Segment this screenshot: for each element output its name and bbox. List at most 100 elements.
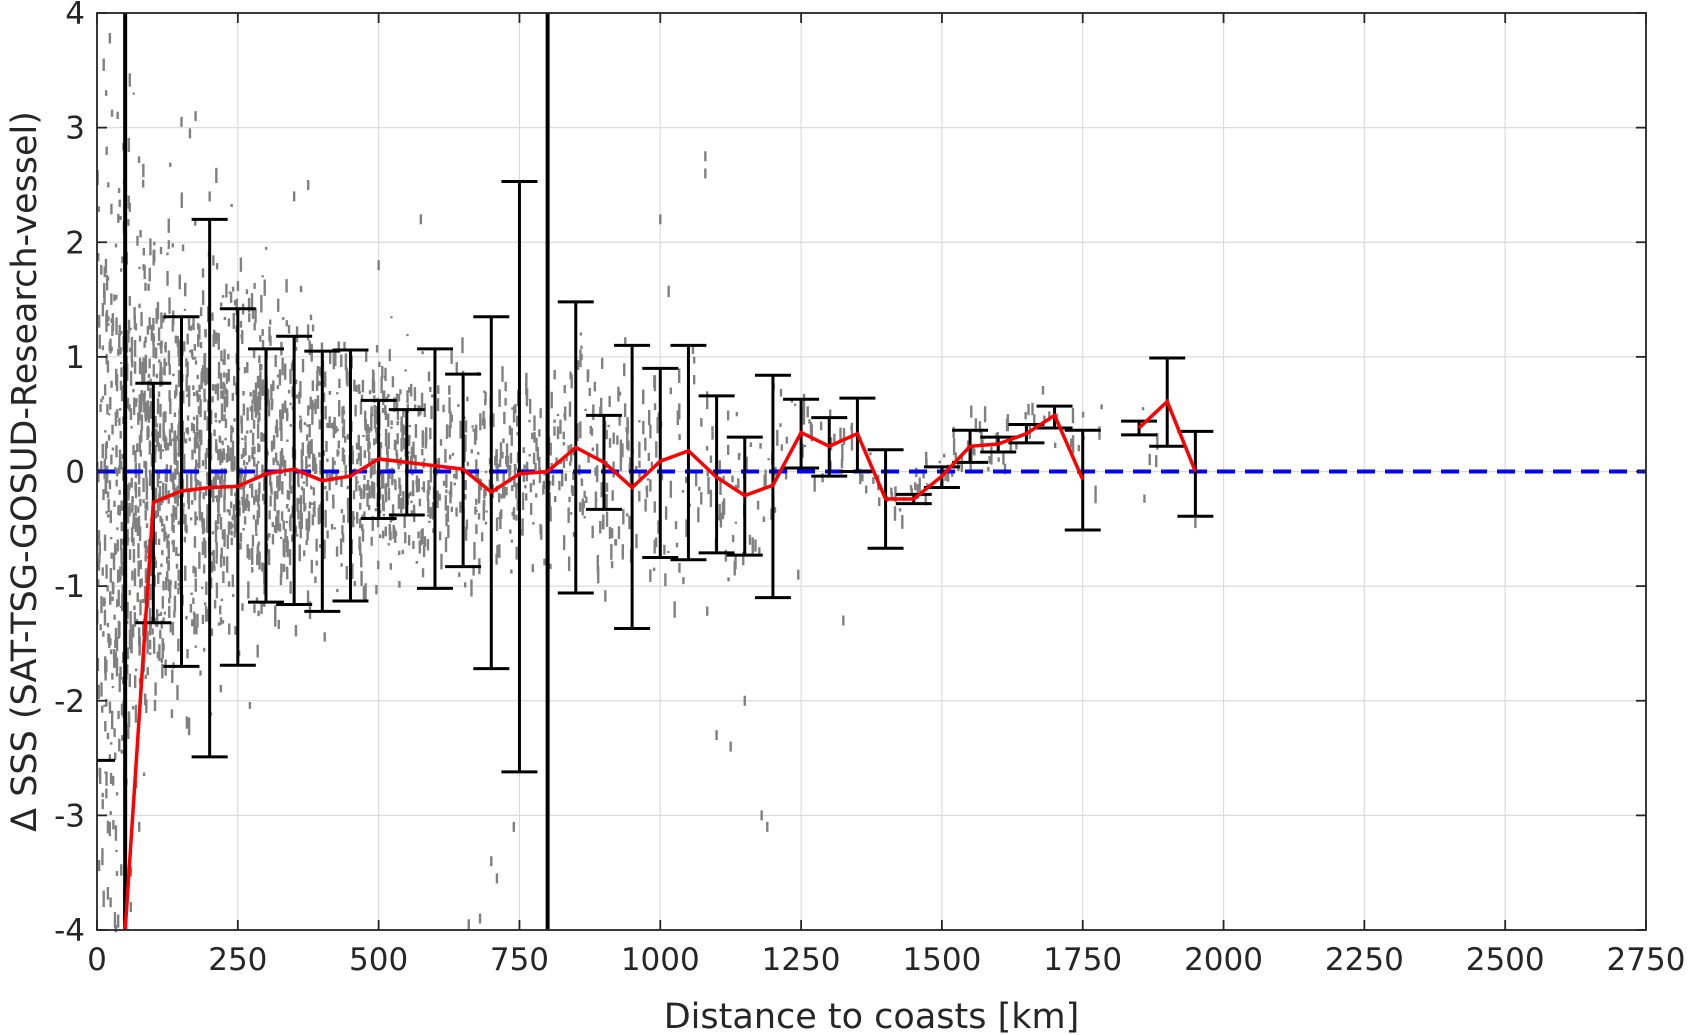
- scatter-point: [108, 341, 111, 351]
- scatter-point: [247, 297, 251, 313]
- scatter-point: [119, 346, 122, 355]
- scatter-point: [551, 474, 555, 486]
- scatter-point: [222, 390, 225, 400]
- scatter-point: [367, 443, 370, 453]
- scatter-point: [801, 443, 804, 458]
- scatter-point: [303, 422, 307, 426]
- scatter-point: [247, 500, 250, 512]
- scatter-point: [484, 398, 487, 406]
- scatter-point: [225, 394, 229, 408]
- scatter-point: [127, 537, 130, 542]
- scatter-point: [498, 459, 502, 468]
- scatter-point: [450, 350, 453, 364]
- scatter-point: [241, 603, 244, 611]
- scatter-point: [114, 651, 117, 668]
- scatter-point: [657, 520, 660, 534]
- scatter-point: [118, 688, 121, 692]
- scatter-point: [388, 527, 392, 541]
- scatter-point: [579, 332, 583, 336]
- scatter-point: [357, 384, 361, 394]
- scatter-point: [240, 421, 243, 428]
- scatter-point: [504, 381, 507, 392]
- scatter-point: [101, 567, 104, 576]
- scatter-point: [910, 488, 913, 496]
- scatter-point: [200, 380, 203, 385]
- scatter-point: [116, 569, 120, 583]
- scatter-point: [130, 477, 133, 488]
- scatter-point: [195, 626, 198, 633]
- scatter-point: [188, 128, 192, 139]
- scatter-point: [322, 450, 326, 456]
- scatter-point: [370, 458, 374, 464]
- scatter-point: [189, 325, 193, 331]
- scatter-point: [685, 476, 688, 484]
- scatter-point: [355, 476, 358, 492]
- scatter-point: [303, 504, 306, 512]
- scatter-point: [417, 478, 420, 492]
- scatter-point: [103, 704, 106, 707]
- scatter-point: [175, 546, 178, 557]
- scatter-point: [475, 524, 478, 535]
- scatter-point: [1156, 432, 1159, 450]
- scatter-point: [515, 467, 518, 471]
- scatter-point: [514, 463, 517, 469]
- scatter-point: [138, 266, 141, 270]
- scatter-point: [261, 328, 264, 336]
- scatter-point: [1041, 385, 1045, 395]
- scatter-point: [143, 393, 146, 406]
- scatter-point: [223, 383, 226, 391]
- scatter-point: [195, 516, 199, 521]
- scatter-point: [149, 238, 152, 256]
- scatter-point: [415, 475, 419, 493]
- scatter-point: [109, 568, 113, 583]
- scatter-point: [445, 489, 448, 494]
- scatter-point: [148, 440, 152, 455]
- scatter-point: [529, 503, 533, 515]
- scatter-point: [185, 474, 189, 489]
- scatter-point: [261, 340, 265, 349]
- scatter-point: [555, 457, 558, 465]
- scatter-point: [232, 507, 236, 521]
- scatter-point: [221, 620, 225, 624]
- scatter-point: [529, 483, 533, 493]
- scatter-point: [215, 332, 218, 341]
- scatter-point: [191, 351, 194, 358]
- scatter-point: [159, 611, 163, 616]
- scatter-point: [140, 578, 143, 587]
- scatter-point: [242, 494, 245, 504]
- scatter-point: [134, 481, 137, 492]
- scatter-point: [325, 440, 328, 452]
- scatter-point: [784, 469, 788, 480]
- scatter-point: [108, 701, 112, 714]
- scatter-point: [558, 480, 561, 491]
- scatter-point: [328, 416, 331, 429]
- scatter-point: [413, 387, 417, 401]
- scatter-point: [754, 539, 757, 552]
- scatter-point: [138, 486, 141, 497]
- scatter-point: [128, 295, 132, 306]
- scatter-point: [133, 361, 137, 374]
- scatter-point: [308, 424, 311, 438]
- scatter-point: [413, 404, 417, 410]
- scatter-point: [396, 395, 400, 402]
- scatter-point: [445, 424, 449, 439]
- scatter-point: [299, 415, 302, 419]
- scatter-point: [234, 493, 237, 496]
- scatter-point: [324, 485, 327, 490]
- scatter-point: [548, 492, 551, 508]
- scatter-point: [396, 409, 400, 421]
- scatter-point: [145, 699, 148, 713]
- scatter-point: [445, 513, 448, 527]
- scatter-point: [98, 334, 101, 349]
- scatter-point: [516, 498, 519, 511]
- scatter-point: [133, 307, 136, 320]
- scatter-point: [101, 792, 104, 798]
- scatter-point: [116, 468, 119, 477]
- scatter-point: [572, 450, 575, 456]
- scatter-point: [196, 479, 200, 486]
- scatter-point: [258, 355, 261, 364]
- scatter-point: [394, 480, 397, 491]
- scatter-point: [298, 423, 302, 430]
- scatter-point: [464, 420, 468, 433]
- scatter-point: [142, 247, 146, 256]
